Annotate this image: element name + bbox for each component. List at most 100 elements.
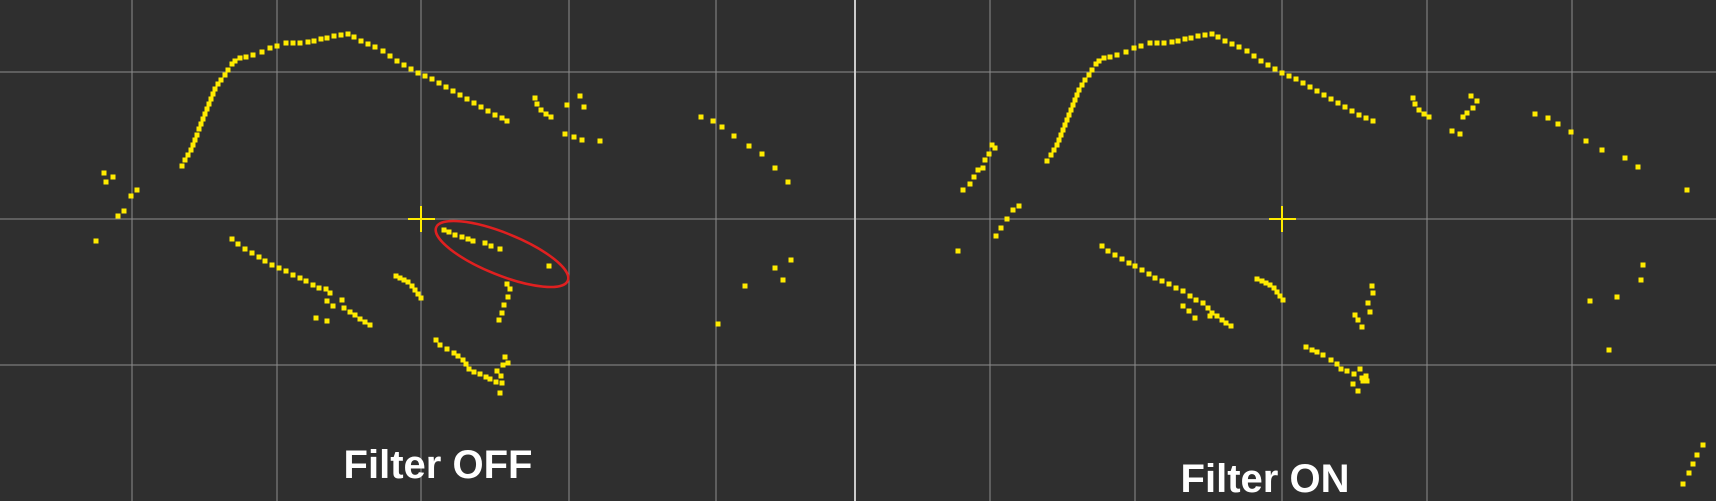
scan-point (1638, 277, 1644, 283)
scan-point (274, 43, 280, 49)
scan-point (1139, 267, 1145, 273)
scan-point (1274, 289, 1280, 295)
scan-point (1421, 111, 1427, 117)
scan-point (405, 279, 411, 285)
scan-point (464, 96, 470, 102)
scan-point (1622, 155, 1628, 161)
scan-point (450, 88, 456, 94)
scan-point (577, 93, 583, 99)
scan-point (318, 36, 324, 42)
scan-point (1222, 38, 1228, 44)
scan-point (504, 118, 510, 124)
scan-point (1369, 283, 1375, 289)
scan-point (1359, 375, 1365, 381)
scan-point (188, 147, 194, 153)
panel-filter-off: Filter OFF (0, 0, 854, 501)
scan-point (785, 179, 791, 185)
scan-point (1209, 310, 1215, 316)
scan-point (415, 70, 421, 76)
scan-point (1154, 40, 1160, 46)
scan-point (250, 52, 256, 58)
scan-point (501, 302, 507, 308)
scan-point (505, 360, 511, 366)
scan-point (579, 137, 585, 143)
scan-point (232, 58, 238, 64)
scan-point (1686, 470, 1692, 476)
scan-point (256, 254, 262, 260)
scan-point (222, 72, 228, 78)
scan-point (1583, 138, 1589, 144)
scan-point (415, 291, 421, 297)
scan-point (1587, 298, 1593, 304)
scan-point (494, 368, 500, 374)
scan-point (1205, 305, 1211, 311)
scan-point (1079, 82, 1085, 88)
scan-point (409, 283, 415, 289)
scan-point (1334, 361, 1340, 367)
scan-point (581, 104, 587, 110)
scan-point (387, 53, 393, 59)
scan-point (341, 305, 347, 311)
scan-point (1180, 288, 1186, 294)
scan-point (1251, 53, 1257, 59)
scan-point (1062, 122, 1068, 128)
scan-point (401, 62, 407, 68)
scan-point (993, 233, 999, 239)
scan-point (499, 115, 505, 121)
scan-point (1209, 31, 1215, 37)
scan-point (546, 263, 552, 269)
scan-point (597, 138, 603, 144)
scan-point (457, 92, 463, 98)
scan-point (192, 137, 198, 143)
scan-point (330, 303, 336, 309)
scan-point (571, 134, 577, 140)
scan-point (347, 309, 353, 315)
scan-point (290, 40, 296, 46)
scan-point (538, 107, 544, 113)
scan-point (1307, 84, 1313, 90)
scan-point (1159, 278, 1165, 284)
scan-point (1207, 313, 1213, 319)
scan-point (1146, 271, 1152, 277)
scan-point (1051, 147, 1057, 153)
scan-point (412, 287, 418, 293)
scan-point (1219, 317, 1225, 323)
scan-point (496, 317, 502, 323)
scan-point (488, 243, 494, 249)
scan-point (323, 286, 329, 292)
scan-point (1568, 129, 1574, 135)
scan-point (1338, 366, 1344, 372)
scan-point (351, 34, 357, 40)
scan-point (1195, 33, 1201, 39)
scan-point (310, 282, 316, 288)
scan-point (394, 58, 400, 64)
scan-point (1286, 73, 1292, 79)
scan-point (698, 114, 704, 120)
scan-point (1363, 373, 1369, 379)
scan-point (128, 193, 134, 199)
scan-point (1350, 381, 1356, 387)
scan-point (955, 248, 961, 254)
scan-point (429, 76, 435, 82)
scan-point (115, 213, 121, 219)
scan-point (338, 32, 344, 38)
scan-point (1066, 112, 1072, 118)
scan-point (1352, 312, 1358, 318)
scan-point (452, 232, 458, 238)
scan-point (967, 181, 973, 187)
scan-point (1161, 40, 1167, 46)
scan-point (1048, 152, 1054, 158)
origin-marker-left (408, 206, 435, 232)
scan-point (788, 257, 794, 263)
scan-point (303, 278, 309, 284)
scan-point (499, 310, 505, 316)
scan-point (185, 152, 191, 158)
scan-point (1690, 461, 1696, 467)
scan-point (1468, 93, 1474, 99)
scan-point (1228, 323, 1234, 329)
scan-point (324, 298, 330, 304)
scan-point (1464, 110, 1470, 116)
scan-point (715, 321, 721, 327)
scan-point (1410, 95, 1416, 101)
scan-point (194, 132, 200, 138)
